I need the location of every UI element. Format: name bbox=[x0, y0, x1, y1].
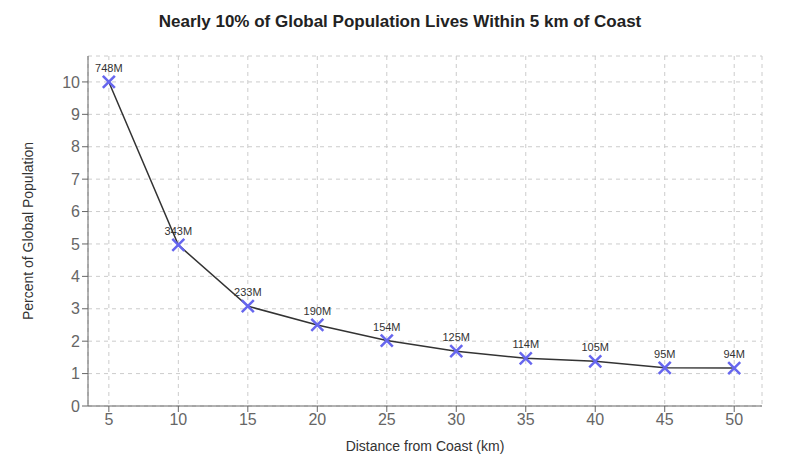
html-text:Nearly 10% of Global Populatio: Nearly 10% of Global Population Lives Wi… bbox=[158, 12, 642, 31]
svg-text:94M: 94M bbox=[724, 348, 745, 360]
svg-text:45: 45 bbox=[656, 411, 674, 428]
svg-text:15: 15 bbox=[239, 411, 257, 428]
svg-text:5: 5 bbox=[71, 236, 80, 253]
svg-text:343M: 343M bbox=[165, 225, 193, 237]
svg-text:105M: 105M bbox=[581, 341, 609, 353]
svg-text:1: 1 bbox=[71, 365, 80, 382]
svg-text:125M: 125M bbox=[443, 331, 471, 343]
svg-text:114M: 114M bbox=[512, 338, 539, 350]
svg-text:95M: 95M bbox=[654, 348, 675, 360]
svg-text:2: 2 bbox=[71, 333, 80, 350]
svg-text:0: 0 bbox=[71, 398, 80, 415]
svg-text:8: 8 bbox=[71, 138, 80, 155]
svg-text:10: 10 bbox=[62, 74, 80, 91]
svg-text:9: 9 bbox=[71, 106, 80, 123]
svg-text:35: 35 bbox=[517, 411, 535, 428]
svg-text:4: 4 bbox=[71, 268, 80, 285]
svg-text:10: 10 bbox=[169, 411, 187, 428]
svg-text:748M: 748M bbox=[95, 62, 123, 74]
svg-text:5: 5 bbox=[104, 411, 113, 428]
svg-text:40: 40 bbox=[586, 411, 604, 428]
svg-text:Percent of Global Population: Percent of Global Population bbox=[20, 142, 36, 320]
svg-text:25: 25 bbox=[378, 411, 396, 428]
svg-text:233M: 233M bbox=[234, 286, 262, 298]
svg-text:7: 7 bbox=[71, 171, 80, 188]
svg-text:50: 50 bbox=[725, 411, 743, 428]
svg-text:154M: 154M bbox=[373, 321, 401, 333]
svg-text:Distance from Coast (km): Distance from Coast (km) bbox=[346, 438, 505, 454]
svg-text:6: 6 bbox=[71, 203, 80, 220]
svg-text:20: 20 bbox=[308, 411, 326, 428]
svg-text:190M: 190M bbox=[304, 305, 332, 317]
svg-text:30: 30 bbox=[447, 411, 465, 428]
svg-text:3: 3 bbox=[71, 300, 80, 317]
